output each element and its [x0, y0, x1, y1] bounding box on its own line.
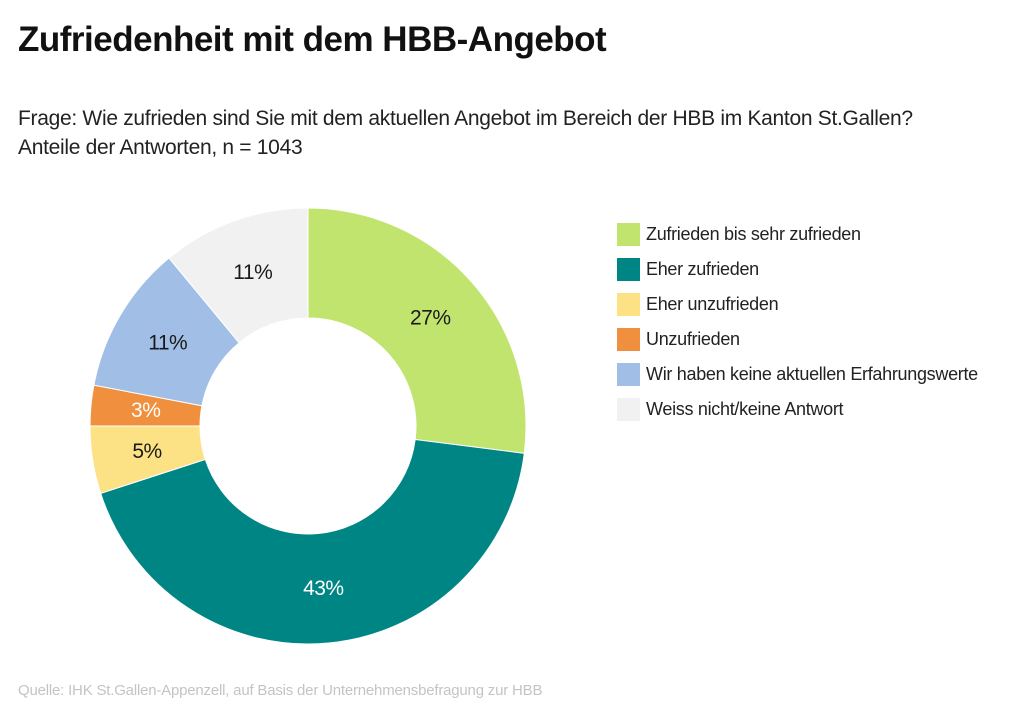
donut-chart: 27% 43% 5% 3% 11% 11% [89, 207, 527, 645]
chart-title: Zufriedenheit mit dem HBB-Angebot [18, 20, 607, 59]
legend-label: Eher zufrieden [646, 259, 759, 279]
legend-label: Wir haben keine aktuellen Erfahrungswert… [646, 364, 978, 384]
donut-slice [100, 438, 525, 645]
legend-item: Unzufrieden [617, 322, 978, 357]
slice-value-label: 43% [303, 577, 344, 600]
donut-slice [168, 207, 309, 344]
legend-swatch [617, 258, 640, 281]
legend-swatch [617, 293, 640, 316]
legend-item: Zufrieden bis sehr zufrieden [617, 217, 978, 252]
slice-value-label: 11% [148, 332, 187, 355]
chart-subtitle: Frage: Wie zufrieden sind Sie mit dem ak… [18, 107, 913, 159]
legend-item: Eher zufrieden [617, 252, 978, 287]
legend-item: Weiss nicht/keine Antwort [617, 392, 978, 427]
donut-slice [307, 207, 527, 454]
legend-swatch [617, 328, 640, 351]
legend-swatch [617, 363, 640, 386]
source-note: Quelle: IHK St.Gallen-Appenzell, auf Bas… [18, 682, 543, 699]
slice-value-label: 3% [131, 399, 160, 422]
slice-value-label: 5% [132, 440, 161, 463]
legend: Zufrieden bis sehr zufrieden Eher zufried… [617, 217, 978, 427]
legend-label: Zufrieden bis sehr zufrieden [646, 224, 861, 244]
legend-swatch [617, 398, 640, 421]
donut-slices [89, 207, 527, 645]
legend-label: Weiss nicht/keine Antwort [646, 399, 844, 419]
legend-swatch [617, 223, 640, 246]
legend-item: Eher unzufrieden [617, 287, 978, 322]
legend-label: Eher unzufrieden [646, 294, 779, 314]
legend-label: Unzufrieden [646, 329, 740, 349]
slice-value-label: 27% [410, 307, 451, 330]
slice-value-label: 11% [233, 261, 272, 284]
donut-labels: 27% 43% 5% 3% 11% 11% [131, 261, 451, 600]
legend-item: Wir haben keine aktuellen Erfahrungswert… [617, 357, 978, 392]
